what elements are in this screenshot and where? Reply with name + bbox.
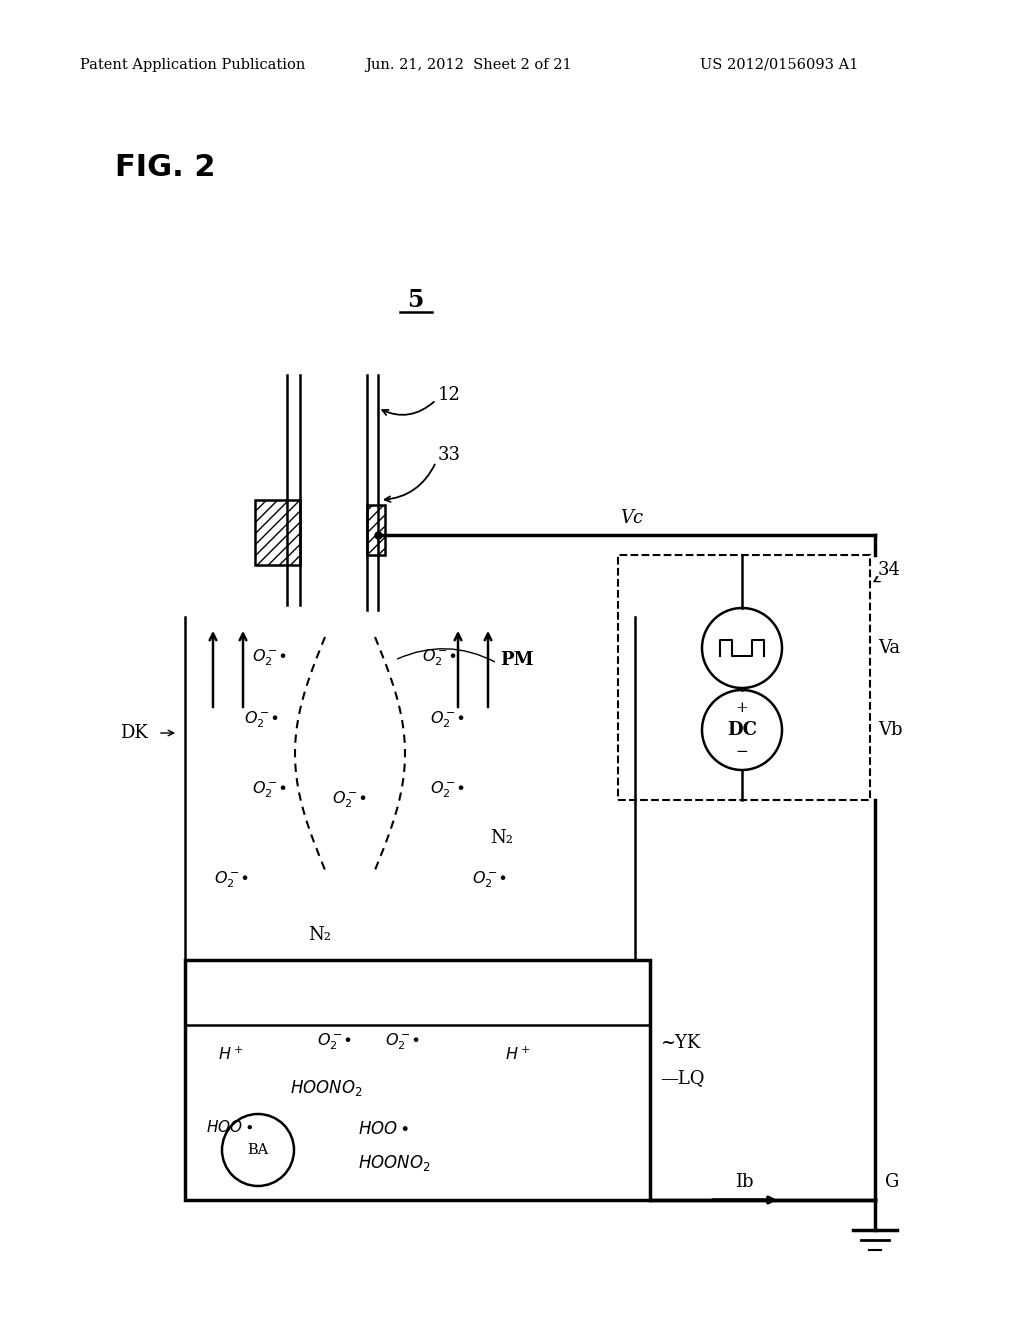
Text: DC: DC — [727, 721, 757, 739]
Text: G: G — [885, 1173, 899, 1191]
Text: Ib: Ib — [735, 1173, 754, 1191]
Text: N₂: N₂ — [308, 927, 331, 944]
Text: $O_2^-\!\!\bullet$: $O_2^-\!\!\bullet$ — [252, 780, 288, 800]
Text: $O_2^-\!\!\bullet$: $O_2^-\!\!\bullet$ — [317, 1032, 352, 1052]
Text: $O_2^-\!\!\bullet$: $O_2^-\!\!\bullet$ — [472, 870, 508, 890]
Text: Vc: Vc — [620, 510, 643, 527]
Text: —LQ: —LQ — [660, 1069, 705, 1086]
Bar — [255, 500, 300, 565]
Text: 34: 34 — [878, 561, 901, 579]
Text: $O_2^-\!\!\bullet$: $O_2^-\!\!\bullet$ — [430, 710, 466, 730]
Text: $O_2^-\!\!\bullet$: $O_2^-\!\!\bullet$ — [214, 870, 250, 890]
Text: $H^+$: $H^+$ — [218, 1047, 244, 1064]
Text: $O_2^-\!\!\bullet$: $O_2^-\!\!\bullet$ — [333, 789, 368, 810]
Text: $HOONO_2$: $HOONO_2$ — [290, 1078, 362, 1098]
Bar — [185, 960, 650, 1200]
Text: BA: BA — [248, 1143, 268, 1158]
Text: $O_2^-\!\!\bullet$: $O_2^-\!\!\bullet$ — [252, 648, 288, 668]
FancyBboxPatch shape — [618, 554, 870, 800]
Text: Jun. 21, 2012  Sheet 2 of 21: Jun. 21, 2012 Sheet 2 of 21 — [365, 58, 571, 73]
Text: $HOONO_2$: $HOONO_2$ — [358, 1152, 430, 1173]
Text: −: − — [735, 744, 749, 759]
Text: ~YK: ~YK — [660, 1034, 700, 1052]
Text: 5: 5 — [407, 288, 423, 312]
Circle shape — [702, 609, 782, 688]
Text: $HOO\bullet$: $HOO\bullet$ — [358, 1122, 410, 1138]
Text: Patent Application Publication: Patent Application Publication — [80, 58, 305, 73]
Text: Vb: Vb — [878, 721, 902, 739]
Circle shape — [222, 1114, 294, 1185]
Text: $O_2^-\!\!\bullet$: $O_2^-\!\!\bullet$ — [430, 780, 466, 800]
Text: 12: 12 — [438, 385, 461, 404]
Text: $HOO\bullet$: $HOO\bullet$ — [206, 1119, 254, 1135]
Text: DK: DK — [120, 723, 147, 742]
Text: $O_2^-\!\!\bullet$: $O_2^-\!\!\bullet$ — [385, 1032, 421, 1052]
Circle shape — [702, 690, 782, 770]
Text: $O_2^-\!\!\bullet$: $O_2^-\!\!\bullet$ — [422, 648, 458, 668]
Text: FIG. 2: FIG. 2 — [115, 153, 215, 182]
Text: US 2012/0156093 A1: US 2012/0156093 A1 — [700, 58, 858, 73]
Text: N₂: N₂ — [490, 829, 513, 847]
Text: 33: 33 — [438, 446, 461, 465]
Text: PM: PM — [500, 651, 534, 669]
Bar — [367, 506, 385, 554]
Text: $H^+$: $H^+$ — [505, 1047, 530, 1064]
Text: Va: Va — [878, 639, 900, 657]
Text: $O_2^-\!\!\bullet$: $O_2^-\!\!\bullet$ — [245, 710, 280, 730]
Text: +: + — [735, 701, 749, 715]
